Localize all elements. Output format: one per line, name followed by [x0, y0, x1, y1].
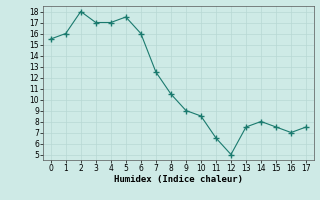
X-axis label: Humidex (Indice chaleur): Humidex (Indice chaleur) — [114, 175, 243, 184]
